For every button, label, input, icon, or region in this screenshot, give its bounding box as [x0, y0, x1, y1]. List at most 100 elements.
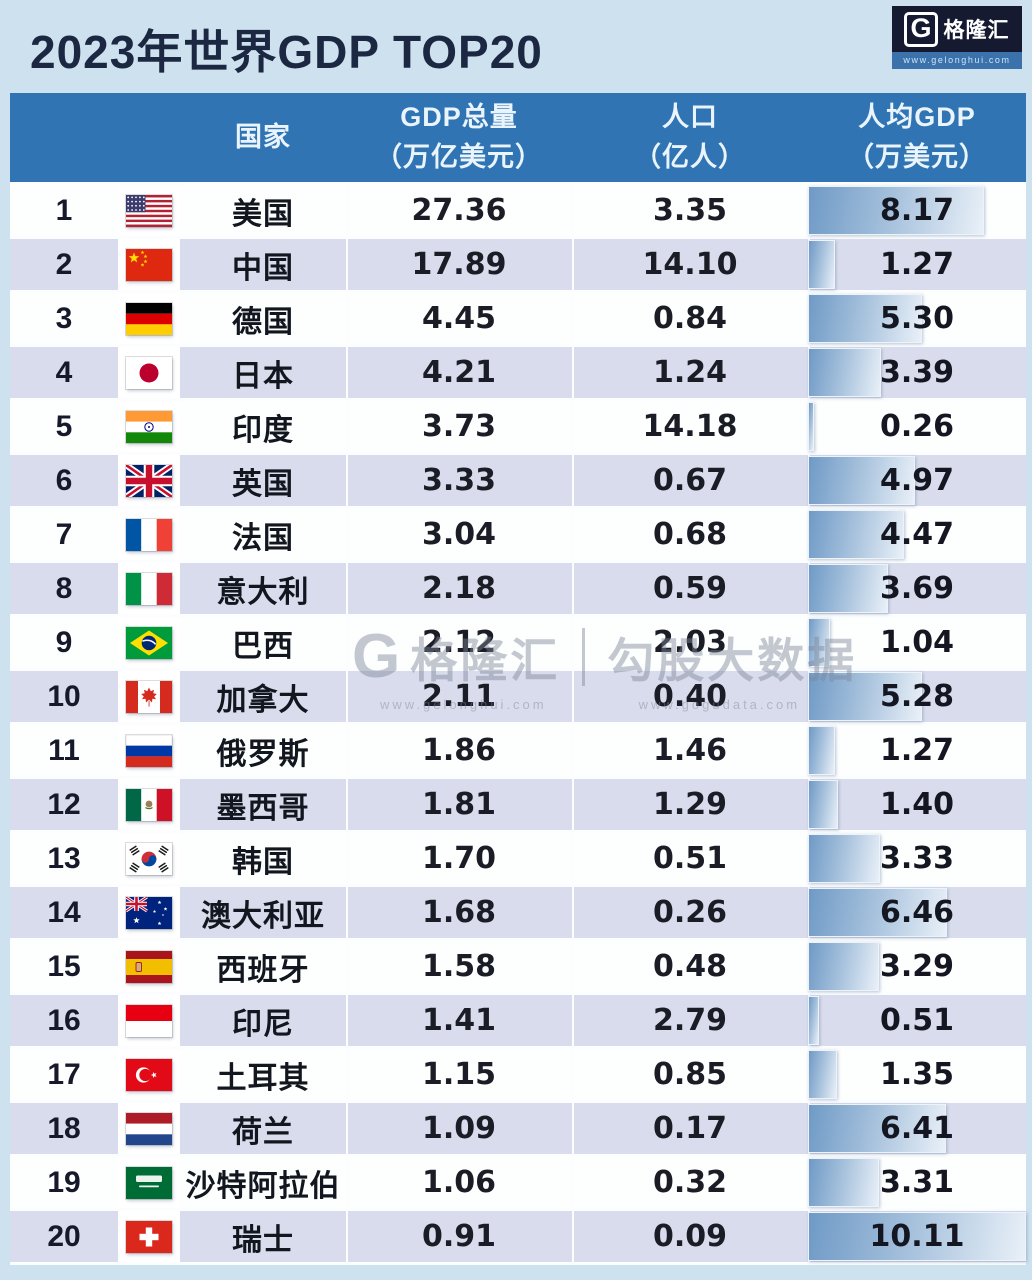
rank-cell: 4: [55, 355, 73, 389]
rank-cell: 18: [47, 1111, 81, 1145]
germany-flag-icon: [126, 302, 172, 335]
gdp-value: 3.33: [346, 455, 572, 506]
per-capita-bar: [808, 240, 836, 289]
population-value: 0.85: [572, 1049, 808, 1100]
flag-cell: [118, 833, 180, 884]
col-header-population: 人口 （亿人）: [572, 93, 808, 182]
rank-cell: 17: [47, 1057, 81, 1091]
gdp-value: 1.09: [346, 1103, 572, 1154]
gdp-value: 4.21: [346, 347, 572, 398]
flag-cell: [118, 347, 180, 398]
per-capita-bar: [808, 672, 922, 721]
rank-cell: 8: [55, 571, 73, 605]
per-capita-cell: 3.31: [808, 1157, 1026, 1208]
per-capita-value: 4.47: [879, 517, 955, 552]
per-capita-value: 3.33: [879, 841, 955, 876]
gdp-value: 3.04: [346, 509, 572, 560]
rank-cell: 12: [47, 787, 81, 821]
russia-flag-icon: [126, 734, 172, 767]
spain-flag-icon: [126, 950, 172, 983]
gdp-value: 4.45: [346, 293, 572, 344]
table-row: 2 中国 17.89 14.10 1.27: [10, 239, 1026, 293]
per-capita-value: 3.31: [879, 1165, 955, 1200]
per-capita-value: 4.97: [879, 463, 955, 498]
col-header-population-line1: 人口: [662, 102, 718, 133]
logo-brand-name: 格隆汇: [943, 19, 1010, 42]
rank-cell: 2: [55, 247, 73, 281]
flag-cell: [118, 185, 180, 236]
rank-cell: 10: [47, 679, 81, 713]
per-capita-cell: 1.27: [808, 239, 1026, 290]
gdp-value: 1.58: [346, 941, 572, 992]
mexico-flag-icon: [126, 788, 172, 821]
country-name: 巴西: [232, 629, 294, 663]
brazil-flag-icon: [126, 626, 172, 659]
country-name: 沙特阿拉伯: [185, 1169, 341, 1203]
logo-website-url: www.gelonghui.com: [892, 52, 1022, 69]
table-row: 12 墨西哥 1.81 1.29 1.40: [10, 779, 1026, 833]
per-capita-value: 1.40: [879, 787, 955, 822]
flag-cell: [118, 617, 180, 668]
col-header-flag-empty: [118, 93, 180, 182]
per-capita-value: 1.04: [879, 625, 955, 660]
population-value: 2.79: [572, 995, 808, 1046]
per-capita-bar: [808, 402, 814, 451]
per-capita-bar: [808, 834, 880, 883]
country-name: 加拿大: [216, 683, 310, 717]
flag-cell: [118, 887, 180, 938]
gdp-value: 1.06: [346, 1157, 572, 1208]
country-name: 俄罗斯: [216, 737, 310, 771]
per-capita-bar: [808, 564, 888, 613]
per-capita-cell: 6.46: [808, 887, 1026, 938]
logo-box: G 格隆汇: [892, 6, 1022, 52]
rank-cell: 11: [48, 733, 80, 767]
japan-flag-icon: [126, 356, 172, 389]
india-flag-icon: [126, 410, 172, 443]
per-capita-bar: [808, 726, 836, 775]
table-row: 18 荷兰 1.09 0.17 6.41: [10, 1103, 1026, 1157]
uk-flag-icon: [126, 464, 172, 497]
table-row: 16 印尼 1.41 2.79 0.51: [10, 995, 1026, 1049]
per-capita-value: 1.27: [879, 733, 955, 768]
per-capita-value: 1.35: [879, 1057, 955, 1092]
usa-flag-icon: [126, 194, 172, 227]
gdp-value: 1.70: [346, 833, 572, 884]
per-capita-value: 0.51: [879, 1003, 955, 1038]
flag-cell: [118, 401, 180, 452]
col-header-per-capita-line2: （万美元）: [847, 141, 987, 172]
population-value: 14.18: [572, 401, 808, 452]
country-name: 澳大利亚: [201, 899, 325, 933]
per-capita-cell: 1.35: [808, 1049, 1026, 1100]
per-capita-cell: 10.11: [808, 1211, 1026, 1262]
table-row: 5 印度 3.73 14.18 0.26: [10, 401, 1026, 455]
gdp-value: 2.12: [346, 617, 572, 668]
population-value: 1.29: [572, 779, 808, 830]
turkey-flag-icon: [126, 1058, 172, 1091]
flag-cell: [118, 995, 180, 1046]
gdp-table: 国家 GDP总量 （万亿美元） 人口 （亿人） 人均GDP （万美元） 1 美国…: [10, 93, 1026, 1265]
per-capita-cell: 1.40: [808, 779, 1026, 830]
country-name: 印尼: [232, 1007, 294, 1041]
flag-cell: [118, 509, 180, 560]
col-header-country: 国家: [180, 93, 346, 182]
flag-cell: [118, 671, 180, 722]
country-name: 英国: [232, 467, 294, 501]
per-capita-cell: 4.97: [808, 455, 1026, 506]
per-capita-cell: 5.28: [808, 671, 1026, 722]
country-name: 意大利: [216, 575, 310, 609]
country-name: 德国: [232, 305, 294, 339]
per-capita-value: 10.11: [869, 1219, 965, 1254]
per-capita-value: 3.69: [879, 571, 955, 606]
rank-cell: 15: [47, 949, 81, 983]
table-row: 20 瑞士 0.91 0.09 10.11: [10, 1211, 1026, 1265]
country-name: 土耳其: [216, 1061, 310, 1095]
col-header-country-label: 国家: [235, 121, 291, 152]
country-name: 法国: [232, 521, 294, 555]
rank-cell: 20: [47, 1219, 81, 1253]
country-name: 墨西哥: [216, 791, 310, 825]
per-capita-bar: [808, 186, 985, 235]
rank-cell: 13: [47, 841, 81, 875]
table-row: 6 英国 3.33 0.67 4.97: [10, 455, 1026, 509]
per-capita-bar: [808, 1050, 838, 1099]
population-value: 0.17: [572, 1103, 808, 1154]
